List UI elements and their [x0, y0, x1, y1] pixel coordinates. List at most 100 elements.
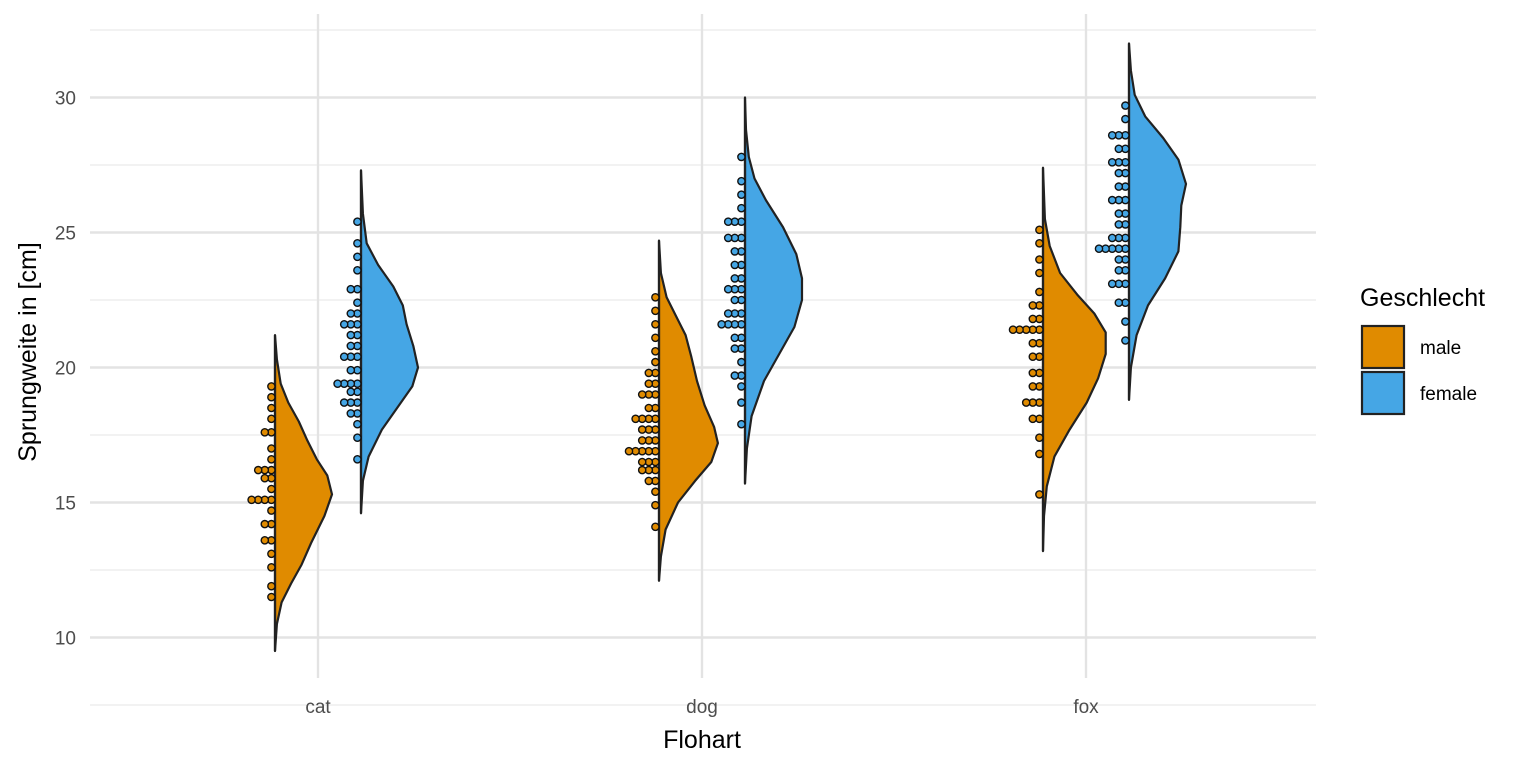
- dot-male-cat: [267, 563, 276, 572]
- dot-female-dog: [737, 190, 746, 199]
- dot-male-fox: [1035, 449, 1044, 459]
- dot-female-cat: [346, 387, 356, 397]
- legend-entries: male female: [1360, 324, 1477, 416]
- dot-male-fox: [1035, 255, 1044, 264]
- dot-male-cat: [267, 444, 276, 453]
- dot-female-fox: [1114, 298, 1124, 308]
- dot-female-cat: [353, 298, 362, 308]
- dot-male-fox: [1008, 325, 1018, 335]
- x-tick-label-fox: fox: [1073, 697, 1099, 718]
- dot-male-cat: [267, 506, 276, 515]
- dot-male-dog: [644, 476, 654, 486]
- x-axis-title: Flohart: [663, 726, 741, 754]
- dot-female-cat: [346, 409, 356, 418]
- dot-female-dog: [723, 217, 733, 226]
- dot-male-cat: [260, 536, 270, 545]
- dot-male-dog: [631, 414, 640, 424]
- dot-male-cat: [267, 403, 276, 413]
- legend-title: Geschlecht: [1360, 284, 1485, 312]
- dot-male-dog: [651, 292, 660, 302]
- dot-female-dog: [730, 260, 740, 270]
- dot-male-cat: [267, 592, 276, 602]
- dot-male-cat: [247, 495, 256, 505]
- dot-female-cat: [353, 419, 362, 429]
- dot-male-dog: [651, 500, 660, 510]
- dot-female-dog: [723, 233, 733, 243]
- dot-male-fox: [1035, 268, 1044, 278]
- dot-female-dog: [723, 309, 733, 318]
- dot-female-fox: [1114, 182, 1124, 191]
- dot-female-cat: [346, 341, 356, 351]
- violin-female-dog: [743, 96, 804, 485]
- dot-male-dog: [637, 390, 647, 399]
- dot-male-fox: [1028, 338, 1038, 348]
- dot-male-cat: [260, 427, 270, 437]
- dot-male-fox: [1028, 368, 1038, 378]
- dot-male-cat: [267, 454, 276, 464]
- legend-label-female: female: [1420, 384, 1477, 405]
- legend: Geschlecht male female: [1360, 284, 1485, 416]
- dot-female-cat: [353, 433, 362, 443]
- dot-male-cat: [267, 581, 276, 591]
- dot-male-dog: [651, 333, 660, 343]
- y-tick-label: 20: [55, 359, 76, 380]
- dot-female-dog: [730, 295, 740, 305]
- dot-female-dog: [737, 357, 746, 367]
- violin-female-cat: [359, 169, 420, 515]
- dot-female-dog: [730, 371, 740, 380]
- dot-male-fox: [1028, 301, 1038, 310]
- dot-male-dog: [651, 319, 660, 329]
- dot-male-dog: [637, 457, 647, 467]
- dot-male-dog: [644, 368, 654, 378]
- dot-male-dog: [651, 357, 660, 367]
- dot-female-cat: [353, 217, 362, 226]
- dot-male-fox: [1035, 287, 1044, 297]
- dot-female-cat: [353, 238, 362, 248]
- dot-male-cat: [253, 465, 263, 475]
- dot-male-cat: [267, 414, 276, 424]
- dot-female-dog: [717, 319, 726, 329]
- legend-key-female: [1360, 370, 1406, 416]
- dot-male-dog: [644, 379, 654, 389]
- y-tick-label: 10: [55, 629, 76, 650]
- violin-layer: [273, 42, 1188, 653]
- dot-female-dog: [737, 419, 746, 429]
- dot-female-dog: [737, 398, 746, 407]
- violin-male-cat: [273, 334, 334, 653]
- dot-female-dog: [730, 333, 740, 343]
- dot-female-cat: [353, 252, 362, 262]
- dot-female-cat: [346, 284, 356, 294]
- violin-male-fox: [1041, 166, 1107, 553]
- dot-male-cat: [267, 549, 276, 559]
- x-tick-label-cat: cat: [305, 697, 331, 718]
- dot-male-dog: [651, 487, 660, 497]
- dot-female-cat: [353, 454, 362, 464]
- legend-key-male: [1360, 324, 1406, 370]
- dot-male-fox: [1035, 490, 1044, 499]
- dot-female-fox: [1121, 101, 1130, 110]
- legend-label-male: male: [1420, 338, 1461, 359]
- dot-female-fox: [1121, 317, 1130, 326]
- violin-male-dog: [657, 239, 719, 582]
- dot-male-fox: [1028, 382, 1038, 391]
- dot-male-cat: [267, 392, 276, 402]
- dot-female-cat: [339, 319, 349, 329]
- dot-male-dog: [637, 425, 647, 434]
- dot-male-dog: [637, 465, 647, 475]
- dot-male-dog: [651, 306, 660, 316]
- y-tick-label: 15: [55, 494, 76, 515]
- dot-female-dog: [737, 382, 746, 391]
- dot-male-dog: [651, 346, 660, 356]
- dot-female-dog: [737, 152, 746, 162]
- y-axis-title: Sprungweite in [cm]: [14, 242, 42, 462]
- dot-female-cat: [346, 330, 356, 340]
- dot-male-dog: [651, 522, 660, 532]
- dot-female-fox: [1114, 220, 1124, 229]
- dot-male-cat: [267, 382, 276, 391]
- dot-female-fox: [1107, 130, 1117, 140]
- dot-female-fox: [1114, 265, 1124, 275]
- dot-male-cat: [260, 519, 270, 529]
- dot-female-dog: [730, 274, 740, 283]
- dot-female-fox: [1107, 233, 1117, 243]
